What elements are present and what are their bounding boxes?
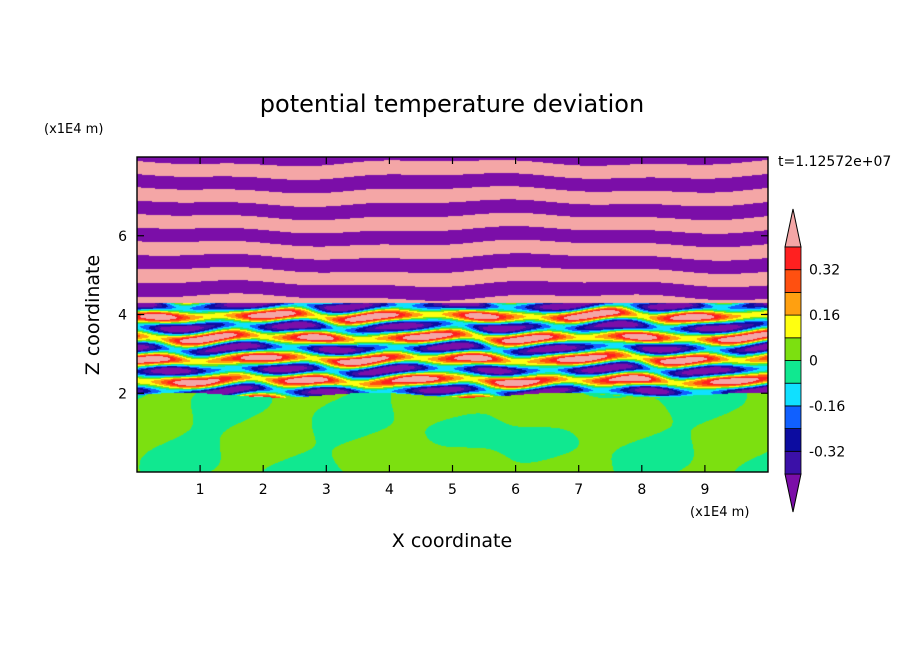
colorbar: 0.32 0.16 0 -0.16 -0.32	[784, 208, 845, 513]
colorbar-band	[784, 337, 802, 361]
plot-area	[137, 157, 768, 472]
y-tick-label: 6	[118, 229, 127, 245]
colorbar-band	[784, 269, 802, 293]
time-label: t=1.12572e+07	[778, 154, 891, 170]
x-tick-label: 1	[196, 482, 205, 498]
y-tick-label: 4	[118, 308, 127, 324]
colorbar-over-triangle	[784, 208, 802, 248]
colorbar-label: 0	[809, 354, 818, 370]
x-axis-unit: (x1E4 m)	[690, 505, 749, 520]
colorbar-band	[784, 405, 802, 429]
y-axis-unit: (x1E4 m)	[44, 122, 103, 137]
x-tick-label: 7	[574, 482, 583, 498]
colorbar-label: 0.16	[809, 308, 840, 324]
colorbar-band	[784, 450, 802, 475]
y-axis: 2 4 6	[118, 229, 768, 402]
x-tick-label: 5	[448, 482, 457, 498]
colorbar-under-triangle	[784, 473, 802, 513]
colorbar-band	[784, 428, 802, 452]
colorbar-band	[784, 246, 802, 271]
contour-field	[137, 157, 768, 472]
x-tick-label: 9	[700, 482, 709, 498]
colorbar-label: -0.32	[809, 444, 845, 460]
colorbar-label: -0.16	[809, 399, 845, 415]
x-axis-label: X coordinate	[392, 530, 512, 552]
x-tick-label: 8	[637, 482, 646, 498]
x-tick-label: 3	[322, 482, 331, 498]
x-tick-label: 2	[259, 482, 268, 498]
colorbar-band	[784, 291, 802, 316]
x-tick-label: 4	[385, 482, 394, 498]
y-axis-label: Z coordinate	[82, 255, 104, 375]
colorbar-band	[784, 314, 802, 339]
chart-title: potential temperature deviation	[260, 90, 644, 118]
colorbar-band	[784, 382, 802, 407]
x-axis: 1 2 3 4 5 6 7 8 9	[196, 157, 709, 498]
colorbar-label: 0.32	[809, 263, 840, 279]
y-tick-label: 2	[118, 386, 127, 402]
colorbar-band	[784, 360, 802, 384]
x-tick-label: 6	[511, 482, 520, 498]
